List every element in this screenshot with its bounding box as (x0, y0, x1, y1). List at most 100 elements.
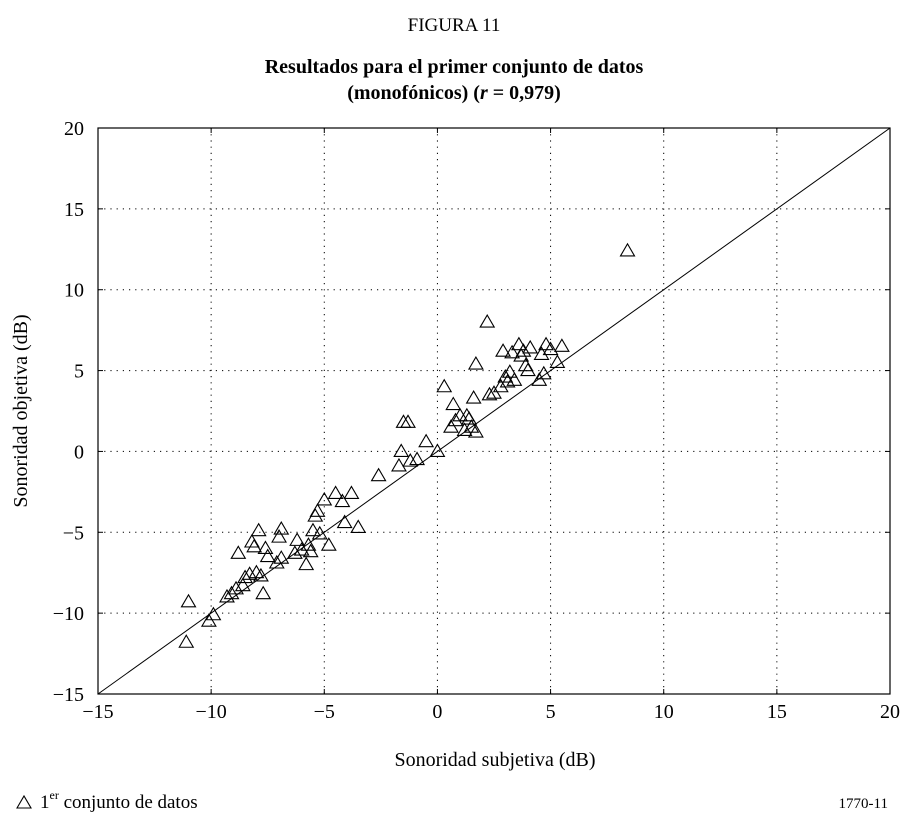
data-point (268, 554, 285, 569)
data-point (286, 545, 303, 559)
data-point (542, 341, 559, 356)
data-point (458, 407, 475, 422)
figure-code: 1770-11 (839, 796, 888, 812)
data-point (205, 606, 222, 621)
axis-ticks (97, 127, 891, 695)
data-point (309, 503, 326, 517)
data-point (259, 548, 276, 563)
legend-label-rest: conjunto de datos (59, 792, 198, 813)
chart-title-line1: Resultados para el primer conjunto de da… (265, 56, 644, 78)
data-point (180, 593, 197, 608)
data-point (429, 443, 446, 457)
data-point (445, 396, 462, 411)
data-point (533, 346, 550, 360)
y-tick-label: 15 (64, 199, 84, 221)
data-point (223, 585, 240, 600)
data-point (447, 412, 464, 427)
data-point (467, 356, 484, 370)
data-point (515, 343, 532, 357)
data-point (393, 443, 410, 457)
data-point (400, 414, 416, 428)
data-point (300, 537, 317, 551)
x-tick-label: 10 (654, 701, 674, 723)
x-axis-label: Sonoridad subjetiva (dB) (394, 749, 595, 771)
y-tick-label: −15 (53, 684, 84, 706)
y-tick-label: 5 (74, 361, 84, 383)
data-point (535, 365, 552, 380)
data-point (178, 634, 195, 648)
title-part-post: = 0,979) (488, 82, 561, 104)
y-tick-label: 20 (64, 118, 84, 140)
data-point (273, 550, 290, 564)
legend-label-num: 1 (40, 792, 50, 813)
plot-frame (97, 127, 891, 695)
x-tick-label: −15 (82, 701, 113, 723)
data-point (311, 525, 328, 540)
data-point (289, 532, 306, 546)
title-part-pre: (monofónicos) ( (347, 82, 480, 104)
x-tick-label: −10 (196, 701, 227, 723)
data-point (501, 364, 518, 378)
grid-lines (98, 128, 890, 694)
data-point (519, 362, 536, 377)
data-point (456, 422, 473, 436)
data-point (436, 378, 453, 393)
data-point (395, 414, 412, 428)
y-tick-labels: −15 −10 −5 0 5 10 15 20 (53, 118, 84, 706)
figure-label: FIGURA 11 (408, 15, 501, 36)
data-point (246, 538, 263, 553)
data-point (336, 514, 353, 529)
data-point (343, 485, 360, 500)
data-point (252, 567, 269, 582)
legend-label: 1er conjunto de datos (40, 788, 198, 813)
data-point (553, 338, 570, 352)
data-point (522, 339, 539, 354)
data-points (178, 242, 636, 648)
data-point (320, 537, 337, 551)
reference-line (97, 127, 891, 695)
data-point (492, 378, 509, 393)
legend: 1er conjunto de datos (16, 788, 198, 813)
data-point (230, 545, 247, 559)
y-tick-label: −10 (53, 603, 84, 625)
data-point (255, 585, 272, 600)
chart-title-line2: (monofónicos) (r = 0,979) (347, 82, 561, 104)
y-axis-label: Sonoridad objetiva (dB) (10, 314, 32, 507)
data-point (298, 556, 315, 571)
data-point (273, 520, 290, 535)
x-tick-label: 0 (432, 701, 442, 723)
data-point (234, 577, 251, 592)
data-point (327, 485, 344, 500)
title-part-var: r (480, 82, 488, 104)
data-point (391, 457, 407, 472)
data-point (219, 588, 235, 603)
x-tick-labels: −15 −10 −5 0 5 10 15 20 (82, 701, 900, 723)
legend-label-sup: er (50, 788, 59, 802)
y-tick-label: 10 (64, 280, 84, 302)
x-tick-label: 20 (880, 701, 900, 723)
data-point (334, 493, 351, 508)
data-point (241, 566, 258, 580)
data-point (495, 343, 512, 357)
data-point (250, 522, 267, 537)
data-point (307, 508, 324, 522)
data-point (305, 522, 321, 537)
data-point (271, 529, 287, 543)
data-point (549, 354, 566, 369)
legend-triangle-marker (16, 794, 32, 809)
y-tick-label: 0 (74, 441, 84, 463)
x-tick-label: 15 (767, 701, 787, 723)
data-point (350, 519, 367, 533)
data-point (293, 541, 310, 556)
data-point (409, 451, 426, 466)
data-point (402, 453, 419, 467)
x-tick-label: 5 (546, 701, 556, 723)
data-point (506, 372, 523, 386)
data-point (228, 580, 244, 595)
data-point (302, 543, 319, 558)
data-point (237, 569, 254, 584)
data-point (479, 313, 496, 328)
data-point (465, 389, 482, 404)
x-tick-label: −5 (314, 701, 335, 723)
